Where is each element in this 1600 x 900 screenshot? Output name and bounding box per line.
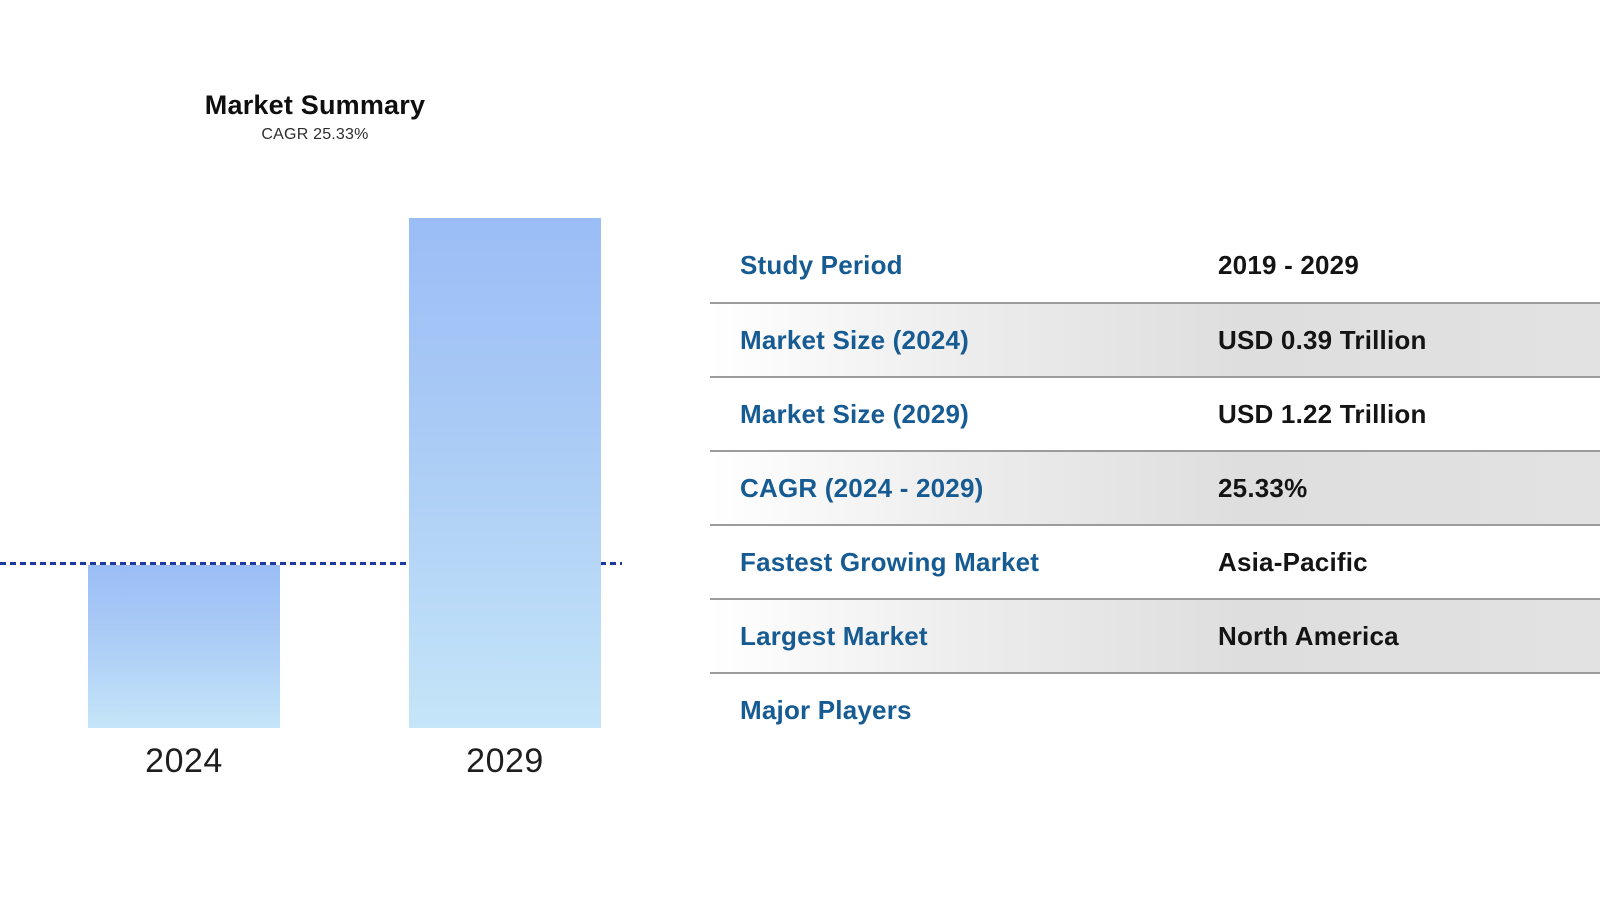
bar-2029 (409, 218, 601, 728)
row-value: USD 1.22 Trillion (1218, 398, 1427, 429)
row-value: North America (1218, 620, 1399, 651)
row-label: Fastest Growing Market (740, 546, 1040, 577)
axis-label-2024: 2024 (145, 742, 223, 780)
row-value: 2019 - 2029 (1218, 249, 1359, 280)
row-label: Market Size (2024) (740, 324, 970, 355)
table-row: Market Size (2029) USD 1.22 Trillion (710, 376, 1600, 450)
row-value: Asia-Pacific (1218, 546, 1368, 577)
table-row: Market Size (2024) USD 0.39 Trillion (710, 302, 1600, 376)
chart-subtitle: CAGR 25.33% (261, 126, 369, 144)
chart-title-block: Market Summary CAGR 25.33% (10, 90, 620, 144)
row-value: 25.33% (1218, 472, 1308, 503)
row-value: USD 0.39 Trillion (1218, 324, 1427, 355)
market-summary-table: Study Period 2019 - 2029 Market Size (20… (710, 228, 1600, 746)
axis-label-2029: 2029 (466, 742, 544, 780)
table-row: Largest Market North America (710, 598, 1600, 672)
cagr-guide-line (0, 562, 622, 565)
row-label: Market Size (2029) (740, 398, 970, 429)
row-label: Largest Market (740, 620, 928, 651)
row-label: Study Period (740, 249, 903, 280)
chart-title: Market Summary (204, 90, 426, 120)
row-label: Major Players (740, 694, 912, 725)
table-row: Study Period 2019 - 2029 (710, 228, 1600, 302)
row-label: CAGR (2024 - 2029) (740, 472, 984, 503)
table-row: CAGR (2024 - 2029) 25.33% (710, 450, 1600, 524)
table-row: Fastest Growing Market Asia-Pacific (710, 524, 1600, 598)
table-row: Major Players (710, 672, 1600, 746)
bar-2024 (88, 565, 280, 728)
